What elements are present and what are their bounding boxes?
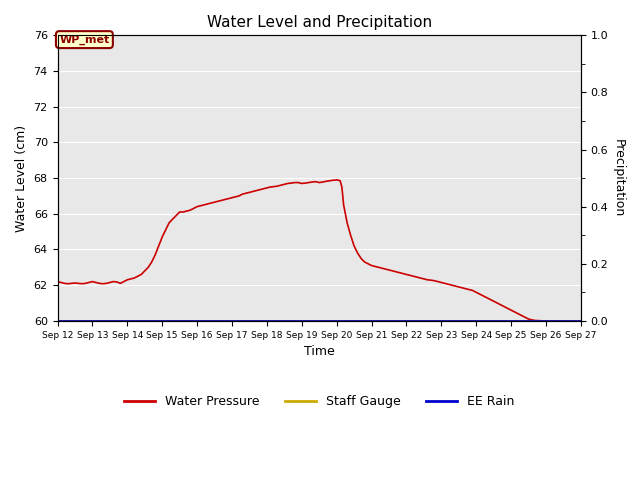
Water Pressure	[54, 279, 61, 285]
Y-axis label: Precipitation: Precipitation	[612, 139, 625, 217]
Water Pressure	[333, 177, 340, 183]
Line: Water Pressure: Water Pressure	[58, 180, 563, 321]
Water Pressure	[88, 279, 96, 285]
Water Pressure	[413, 274, 420, 280]
Legend: Water Pressure, Staff Gauge, EE Rain: Water Pressure, Staff Gauge, EE Rain	[119, 390, 520, 413]
Y-axis label: Water Level (cm): Water Level (cm)	[15, 124, 28, 232]
Title: Water Level and Precipitation: Water Level and Precipitation	[207, 15, 432, 30]
Water Pressure	[298, 180, 305, 186]
Text: WP_met: WP_met	[60, 35, 109, 45]
Water Pressure	[364, 261, 372, 266]
Water Pressure	[152, 252, 159, 258]
Water Pressure	[308, 179, 316, 185]
X-axis label: Time: Time	[304, 345, 335, 358]
Water Pressure	[539, 318, 547, 324]
Water Pressure	[559, 318, 567, 324]
